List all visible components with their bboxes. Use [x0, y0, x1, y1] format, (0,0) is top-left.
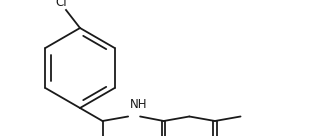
Text: NH: NH — [130, 98, 148, 112]
Text: Cl: Cl — [55, 0, 67, 9]
